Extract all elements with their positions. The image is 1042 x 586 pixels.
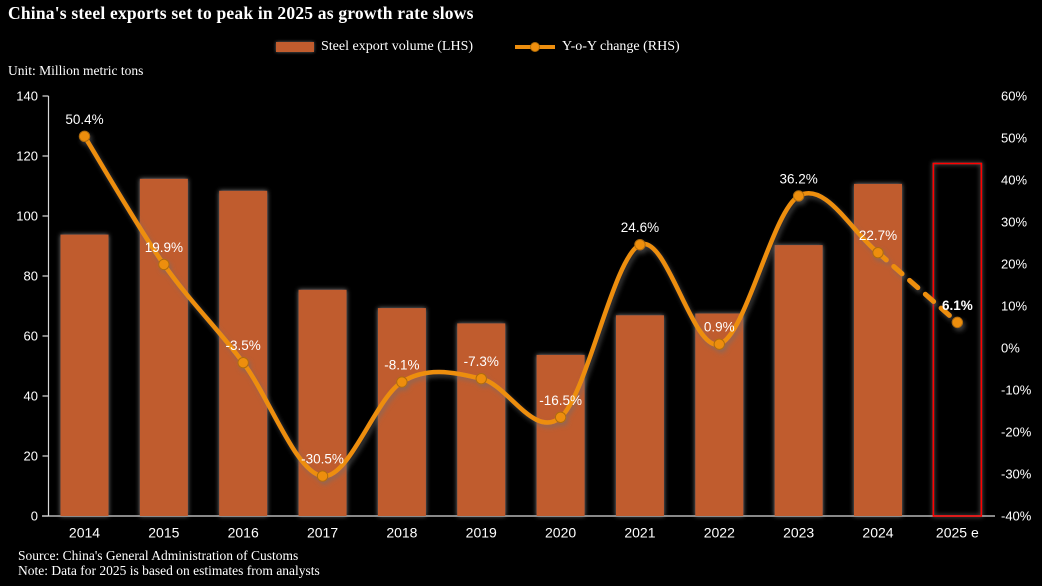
x-axis-category-label: 2019 <box>466 525 497 541</box>
x-axis-category-label: 2014 <box>69 525 100 541</box>
bar-estimate <box>932 162 983 517</box>
line-series-swatch-icon <box>515 42 556 52</box>
chart-legend: Steel export volume (LHS) Y-o-Y change (… <box>276 39 680 55</box>
right-axis-tick-label: 0% <box>1001 341 1020 356</box>
line-marker <box>158 258 170 271</box>
right-axis-tick-label: -10% <box>1001 383 1032 398</box>
yoy-data-label: 24.6% <box>621 220 659 235</box>
line-marker <box>316 470 329 482</box>
yoy-data-label: -30.5% <box>301 452 344 467</box>
right-axis-tick-label: 50% <box>1001 131 1027 146</box>
yoy-data-label: -7.3% <box>464 354 499 369</box>
line-marker <box>237 357 249 369</box>
yoy-line-dashed-forecast <box>875 250 960 325</box>
right-axis-tick-label: -20% <box>1001 425 1032 440</box>
bar <box>139 178 188 517</box>
x-axis-category-label: 2025 e <box>936 525 979 541</box>
right-axis-tick-label: -30% <box>1001 467 1032 482</box>
chart-footer: Source: China's General Administration o… <box>18 548 320 578</box>
x-axis-category-label: 2016 <box>228 525 259 541</box>
x-axis-category-label: 2020 <box>545 525 576 541</box>
yoy-data-label: 0.9% <box>704 320 735 335</box>
x-axis-category-label: 2023 <box>783 525 814 541</box>
left-axis-tick-label: 140 <box>16 89 38 104</box>
legend-item-steel-export-volume: Steel export volume (LHS) <box>276 39 473 55</box>
bar-series-swatch-icon <box>276 42 314 52</box>
yoy-data-label: 22.7% <box>859 228 897 243</box>
x-axis-category-label: 2022 <box>704 525 735 541</box>
line-marker <box>554 411 567 423</box>
bar <box>60 234 109 516</box>
axes: 0 20 40 60 80 100 120 140 -40% -30% -20% -10% 0% 10% 2… <box>16 89 1031 524</box>
bar <box>377 308 426 516</box>
yoy-line <box>82 134 881 479</box>
yoy-data-label: 36.2% <box>780 171 818 186</box>
left-axis-tick-label: 80 <box>24 269 38 284</box>
x-axis-category-label: 2021 <box>624 525 655 541</box>
legend-item-yoy-change: Y-o-Y change (RHS) <box>515 39 680 55</box>
line-marker <box>713 338 725 350</box>
right-axis-tick-label: 20% <box>1001 257 1027 272</box>
yoy-data-label: 50.4% <box>65 112 103 127</box>
right-axis-tick-label: 40% <box>1001 173 1027 188</box>
legend-label: Steel export volume (LHS) <box>321 39 474 54</box>
chart-title: China's steel exports set to peak in 202… <box>8 3 474 23</box>
left-axis-tick-label: 40 <box>24 389 38 404</box>
left-axis-tick-label: 60 <box>24 329 38 344</box>
line-marker <box>78 130 91 143</box>
x-axis-category-label: 2024 <box>862 525 893 541</box>
left-axis-tick-label: 120 <box>16 149 38 164</box>
x-axis-category-label: 2015 <box>148 525 179 541</box>
bar <box>615 315 664 516</box>
source-note: Source: China's General Administration o… <box>18 548 299 563</box>
line-marker <box>872 246 884 259</box>
estimate-note: Note: Data for 2025 is based on estimate… <box>18 563 320 578</box>
line-marker <box>475 372 487 385</box>
left-axis-tick-label: 100 <box>16 209 38 224</box>
yoy-data-label: -16.5% <box>539 393 582 408</box>
right-axis-tick-label: 60% <box>1001 89 1027 104</box>
right-axis-tick-label: -40% <box>1001 509 1032 524</box>
bar <box>298 289 347 516</box>
line-marker <box>951 316 964 329</box>
bar <box>536 354 585 516</box>
left-axis-tick-label: 20 <box>24 449 38 464</box>
left-axis-tick-label: 0 <box>31 509 38 524</box>
yoy-data-label: -8.1% <box>384 358 419 373</box>
yoy-line-series <box>78 130 964 482</box>
bar <box>774 245 823 516</box>
right-axis-tick-label: 10% <box>1001 299 1027 314</box>
legend-label: Y-o-Y change (RHS) <box>562 39 680 54</box>
x-axis-category-label: 2017 <box>307 525 338 541</box>
x-axis-category-label: 2018 <box>386 525 417 541</box>
axis-unit-label: Unit: Million metric tons <box>8 63 144 78</box>
yoy-data-label: -3.5% <box>226 338 261 353</box>
yoy-data-label: 6.1% <box>942 298 973 313</box>
bar <box>219 190 268 517</box>
yoy-data-label: 19.9% <box>145 240 183 255</box>
right-axis-tick-label: 30% <box>1001 215 1027 230</box>
line-marker <box>634 238 646 251</box>
line-marker <box>396 376 408 388</box>
bar <box>457 323 506 516</box>
line-marker <box>792 190 805 202</box>
